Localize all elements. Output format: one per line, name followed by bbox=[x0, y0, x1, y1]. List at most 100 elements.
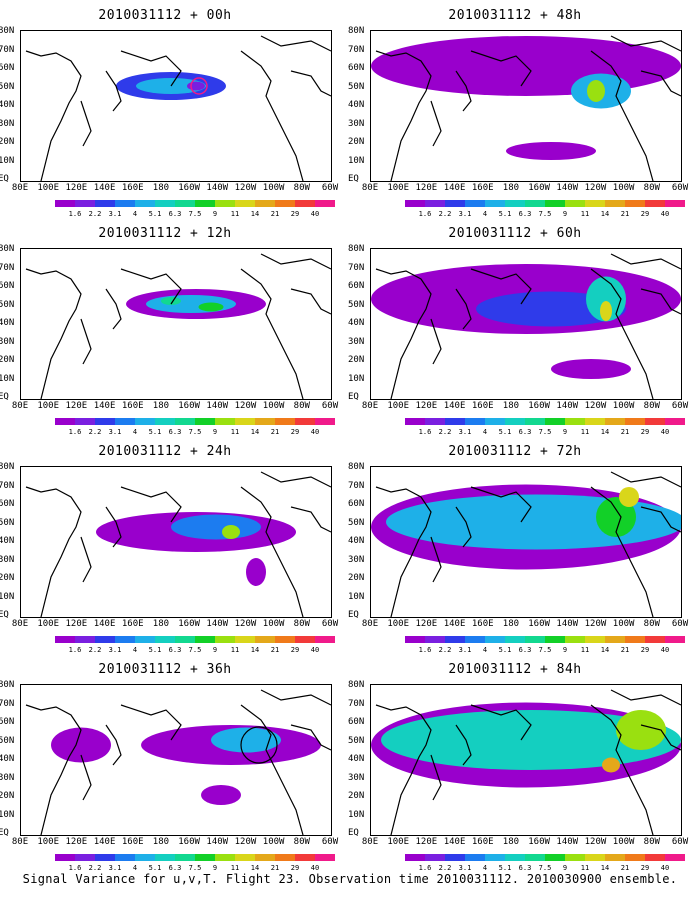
colorbar-swatch bbox=[405, 418, 425, 425]
panel-title: 2010031112 + 24h bbox=[98, 444, 232, 459]
longitude-label: 100W bbox=[262, 183, 285, 193]
latitude-label: 80N bbox=[0, 462, 15, 472]
colorbar-swatch bbox=[405, 636, 425, 643]
latitude-label: 50N bbox=[0, 517, 15, 528]
variance-contour bbox=[602, 757, 620, 773]
panel-title: 2010031112 + 00h bbox=[98, 8, 232, 23]
colorbar-swatch bbox=[55, 418, 75, 425]
latitude-label: 40N bbox=[348, 754, 365, 764]
colorbar-label: 21 bbox=[620, 864, 630, 872]
colorbar-swatch bbox=[465, 418, 485, 425]
colorbar-swatch bbox=[585, 854, 605, 861]
longitude-label: 60W bbox=[671, 183, 689, 193]
colorbar-label: 7.5 bbox=[188, 428, 202, 436]
colorbar-label: 5.1 bbox=[148, 646, 162, 654]
colorbar-swatch bbox=[95, 200, 115, 207]
colorbar-swatch bbox=[405, 854, 425, 861]
longitude-label: 120W bbox=[584, 401, 607, 411]
colorbar-label: 6.3 bbox=[518, 428, 532, 436]
longitude-label: 80W bbox=[643, 183, 660, 193]
colorbar-swatch bbox=[195, 854, 215, 861]
longitude-label: 180 bbox=[152, 183, 170, 193]
colorbar-label: 9 bbox=[562, 646, 568, 654]
longitude-label: 60W bbox=[671, 837, 689, 847]
longitude-label: 120E bbox=[65, 183, 88, 193]
longitude-label: 100W bbox=[262, 401, 285, 411]
longitude-label: 60W bbox=[321, 619, 339, 629]
latitude-label: 80N bbox=[0, 244, 15, 254]
colorbar-label: 11 bbox=[580, 210, 590, 218]
coastline bbox=[25, 471, 331, 617]
signal-variance-map bbox=[20, 30, 332, 182]
colorbar-label: 5.1 bbox=[148, 210, 162, 218]
colorbar-label: 2.2 bbox=[438, 646, 452, 654]
colorbar-label: 14 bbox=[250, 210, 260, 218]
colorbar-swatch bbox=[115, 418, 135, 425]
colorbar-swatch bbox=[135, 200, 155, 207]
colorbar-swatch bbox=[75, 200, 95, 207]
colorbar-label: 2.2 bbox=[88, 210, 102, 218]
colorbar-swatch bbox=[75, 418, 95, 425]
signal-variance-map bbox=[20, 466, 332, 618]
signal-variance-map bbox=[370, 30, 682, 182]
colorbar-swatch bbox=[135, 636, 155, 643]
colorbar-swatch bbox=[505, 418, 525, 425]
colorbar-label: 4 bbox=[482, 210, 488, 218]
colorbar-swatch bbox=[155, 418, 175, 425]
longitude-label: 160W bbox=[178, 183, 200, 193]
colorbar-label: 40 bbox=[660, 428, 670, 436]
latitude-label: 70N bbox=[0, 480, 15, 491]
latitude-label: 50N bbox=[348, 517, 365, 528]
colorbar-label: 3.1 bbox=[108, 210, 122, 218]
variance-contour bbox=[619, 487, 639, 507]
colorbar-swatch bbox=[485, 200, 505, 207]
colorbar-label: 40 bbox=[310, 428, 320, 436]
colorbar-label: 5.1 bbox=[148, 428, 162, 436]
latitude-label: 40N bbox=[348, 536, 365, 546]
colorbar-swatch bbox=[215, 636, 235, 643]
latitude-label: 30N bbox=[0, 772, 15, 783]
latitude-label: EQ bbox=[0, 828, 9, 838]
latitude-label: 10N bbox=[0, 591, 15, 602]
longitude-label: 120W bbox=[234, 837, 257, 847]
colorbar bbox=[405, 200, 685, 207]
colorbar-swatch bbox=[565, 200, 585, 207]
longitude-label: 80E bbox=[11, 183, 29, 193]
colorbar-label: 7.5 bbox=[538, 210, 552, 218]
longitude-label: 80E bbox=[361, 837, 379, 847]
colorbar-label: 14 bbox=[250, 428, 260, 436]
colorbar-label: 3.1 bbox=[458, 428, 472, 436]
latitude-label: 80N bbox=[0, 680, 15, 690]
colorbar-label: 1.6 bbox=[418, 864, 432, 872]
variance-contour bbox=[616, 710, 666, 750]
longitude-label: 140E bbox=[443, 183, 466, 193]
longitude-label: 100E bbox=[387, 619, 410, 629]
panel-title: 2010031112 + 48h bbox=[448, 8, 582, 23]
colorbar-swatch bbox=[75, 854, 95, 861]
colorbar-swatch bbox=[175, 200, 195, 207]
latitude-label: EQ bbox=[0, 610, 9, 620]
latitude-label: EQ bbox=[348, 828, 359, 838]
longitude-label: 80E bbox=[361, 183, 379, 193]
colorbar-swatch bbox=[255, 854, 275, 861]
longitude-label: 60W bbox=[321, 837, 339, 847]
latitude-label: 80N bbox=[348, 244, 365, 254]
colorbar-label: 14 bbox=[600, 864, 610, 872]
longitude-label: 160E bbox=[121, 619, 144, 629]
observation-marker bbox=[190, 77, 208, 95]
colorbar-label: 4 bbox=[132, 646, 138, 654]
colorbar-swatch bbox=[425, 636, 445, 643]
colorbar-label: 11 bbox=[230, 646, 240, 654]
longitude-label: 140E bbox=[443, 401, 466, 411]
longitude-label: 60W bbox=[321, 401, 339, 411]
colorbar-swatch bbox=[215, 418, 235, 425]
latitude-label: 70N bbox=[348, 44, 365, 55]
colorbar-label: 3.1 bbox=[458, 210, 472, 218]
coastline bbox=[375, 253, 681, 399]
longitude-label: 160E bbox=[471, 619, 494, 629]
longitude-label: 100E bbox=[387, 837, 410, 847]
signal-variance-map bbox=[20, 248, 332, 400]
map-canvas bbox=[371, 253, 681, 399]
latitude-label: 80N bbox=[348, 26, 365, 36]
longitude-label: 60W bbox=[321, 183, 339, 193]
